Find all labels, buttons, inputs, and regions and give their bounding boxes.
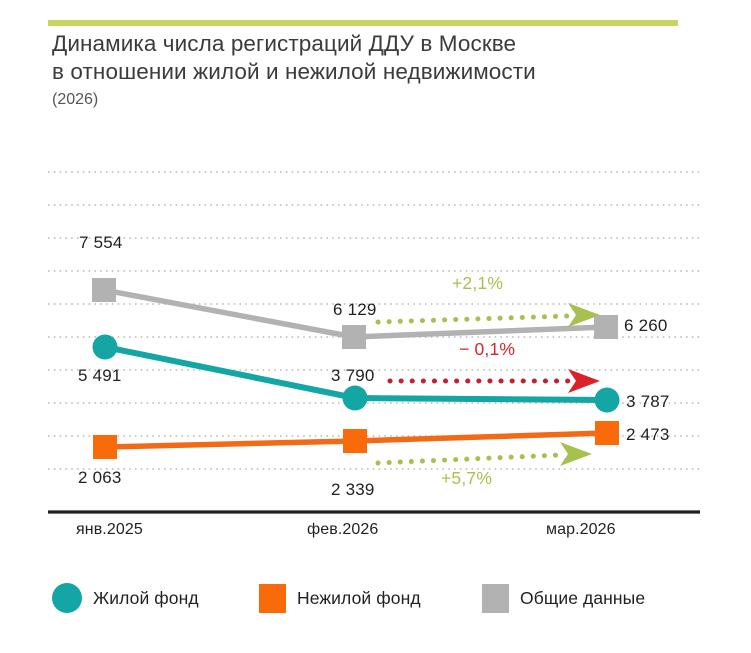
nonresidential-arrow-head [560,442,592,466]
page-title-line-2: в отношении жилой и нежилой недвижимости [52,59,536,84]
total-point-2 [594,315,618,339]
residential-point-0 [92,334,118,360]
annotation-arrow-total [375,303,600,327]
label-residential-0: 5 491 [78,366,122,385]
legend-square-icon-total [482,583,509,613]
annotation-arrow-nonresidential [375,442,592,466]
label-total-0: 7 554 [79,233,123,252]
legend-label-total: Общие данные [520,587,646,608]
annotation-total-change: +2,1% [452,273,504,293]
total-arrow-shaft [375,313,571,325]
page-title-line-1: Динамика числа регистраций ДДУ в Москве [52,31,517,56]
label-nonresidential-2: 2 473 [626,425,670,444]
annotation-nonresidential-change: +5,7% [441,468,493,488]
total-point-0 [92,278,116,302]
legend-circle-icon-residential [52,583,82,613]
annotation-arrow-residential [387,369,600,393]
series-nonresidential [93,421,619,459]
residential-point-2 [594,387,620,413]
x-tick-label-2: мар.2026 [546,521,616,538]
residential-point-1 [342,385,368,411]
label-total-1: 6 129 [333,300,377,319]
title-block: Динамика числа регистраций ДДУ в Москве … [52,30,692,110]
series-residential [92,334,620,413]
legend-square-icon-nonresidential [259,583,286,613]
total-arrow-head [568,303,600,327]
label-residential-2: 3 787 [626,392,670,411]
legend-label-residential: Жилой фонд [93,587,199,608]
legend-item-total[interactable]: Общие данные [482,578,645,618]
nonresidential-point-2 [595,421,619,445]
x-tick-label-1: фев.2026 [307,521,379,538]
residential-arrow-head [568,369,600,393]
legend-label-nonresidential: Нежилой фонд [297,587,421,608]
page-subtitle: (2026) [52,91,99,108]
accent-bar [48,20,678,26]
chart-legend: Жилой фонд Нежилой фонд Общие данные [52,578,702,624]
label-residential-1: 3 790 [331,366,375,385]
annotation-residential-change: − 0,1% [459,339,516,359]
label-total-2: 6 260 [624,316,668,335]
nonresidential-point-0 [93,435,117,459]
nonresidential-point-1 [343,429,367,453]
total-point-1 [342,325,366,349]
nonresidential-arrow-shaft [375,452,563,466]
label-nonresidential-1: 2 339 [331,480,375,499]
series-total [92,278,618,349]
x-tick-label-0: янв.2025 [76,521,143,538]
legend-item-nonresidential[interactable]: Нежилой фонд [259,578,421,618]
legend-item-residential[interactable]: Жилой фонд [52,578,199,618]
label-nonresidential-0: 2 063 [78,468,122,487]
